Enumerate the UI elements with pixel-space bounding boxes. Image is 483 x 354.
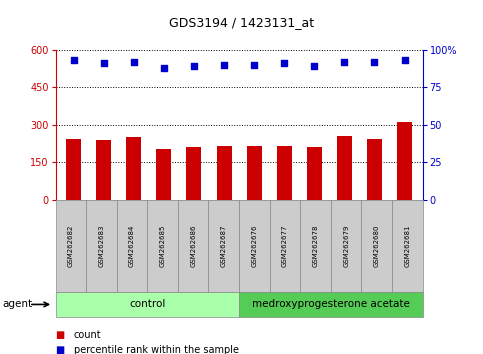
Bar — [66, 138, 81, 200]
Bar — [247, 146, 262, 200]
Text: GSM262685: GSM262685 — [159, 225, 166, 267]
Text: GDS3194 / 1423131_at: GDS3194 / 1423131_at — [169, 16, 314, 29]
Text: GSM262680: GSM262680 — [374, 225, 380, 267]
Text: ■: ■ — [56, 330, 65, 339]
Text: medroxyprogesterone acetate: medroxyprogesterone acetate — [252, 299, 410, 309]
Bar — [216, 146, 231, 200]
Text: GSM262681: GSM262681 — [404, 225, 411, 267]
Text: GSM262678: GSM262678 — [313, 225, 319, 267]
Point — [311, 63, 318, 69]
Bar — [307, 147, 322, 200]
Bar — [156, 149, 171, 200]
Point — [70, 57, 77, 63]
Text: GSM262677: GSM262677 — [282, 225, 288, 267]
Bar — [367, 139, 382, 200]
Bar — [337, 136, 352, 200]
Point — [160, 65, 168, 70]
Text: percentile rank within the sample: percentile rank within the sample — [74, 346, 239, 354]
Point — [280, 60, 288, 66]
Point — [250, 62, 258, 68]
Text: agent: agent — [2, 299, 32, 309]
Text: GSM262687: GSM262687 — [221, 225, 227, 267]
Text: count: count — [74, 330, 101, 339]
Bar — [186, 147, 201, 200]
Point — [220, 62, 228, 68]
Text: GSM262676: GSM262676 — [251, 225, 257, 267]
Text: GSM262683: GSM262683 — [99, 225, 104, 267]
Point — [190, 63, 198, 69]
Text: GSM262682: GSM262682 — [68, 225, 74, 267]
Bar — [96, 140, 111, 200]
Point — [401, 57, 409, 63]
Text: GSM262684: GSM262684 — [129, 225, 135, 267]
Bar — [126, 137, 142, 200]
Point — [370, 59, 378, 64]
Text: GSM262686: GSM262686 — [190, 225, 196, 267]
Text: control: control — [129, 299, 166, 309]
Text: GSM262679: GSM262679 — [343, 225, 349, 267]
Point — [130, 59, 138, 64]
Point — [100, 60, 108, 66]
Bar — [277, 146, 292, 200]
Text: ■: ■ — [56, 346, 65, 354]
Point — [341, 59, 348, 64]
Bar — [397, 122, 412, 200]
